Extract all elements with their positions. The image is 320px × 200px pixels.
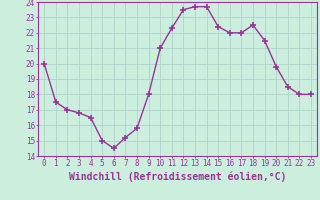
- X-axis label: Windchill (Refroidissement éolien,°C): Windchill (Refroidissement éolien,°C): [69, 171, 286, 182]
